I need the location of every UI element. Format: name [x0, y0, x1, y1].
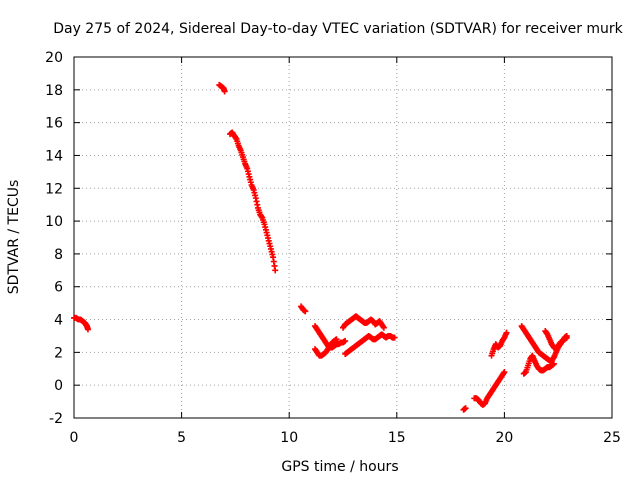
y-tick-label: 18	[45, 83, 63, 99]
y-tick-label: 8	[54, 247, 63, 263]
data-point	[391, 334, 398, 341]
data-point	[221, 88, 228, 95]
x-axis-label: GPS time / hours	[281, 459, 398, 475]
axes	[73, 56, 613, 419]
y-tick-label: 14	[45, 148, 63, 164]
data-point	[333, 336, 340, 343]
y-tick-label: 16	[45, 116, 63, 132]
y-tick-label: 10	[45, 214, 63, 230]
y-tick-label: 4	[54, 313, 63, 329]
y-tick-label: 12	[45, 181, 63, 197]
plot-border	[73, 56, 613, 419]
data-point	[550, 360, 557, 367]
y-tick-label: 20	[45, 50, 63, 66]
y-tick-label: 0	[54, 378, 63, 394]
data-point	[84, 326, 91, 333]
y-tick-label: 2	[54, 345, 63, 361]
y-tick-label: -2	[49, 411, 63, 427]
x-tick-label: 5	[177, 430, 186, 446]
data-points	[71, 81, 570, 413]
data-point	[342, 337, 349, 344]
x-tick-label: 10	[280, 430, 298, 446]
y-axis-label: SDTVAR / TECUs	[6, 180, 22, 295]
x-tick-label: 15	[388, 430, 406, 446]
data-point	[462, 405, 469, 412]
grid	[74, 57, 612, 418]
data-point	[302, 308, 309, 315]
x-tick-label: 0	[70, 430, 79, 446]
chart-title: Day 275 of 2024, Sidereal Day-to-day VTE…	[53, 21, 623, 37]
tick-labels: 0 5 10 15 20 25 -2 0 2 4 6 8 10 12 14 16 18 20	[45, 50, 621, 446]
data-point	[272, 267, 279, 274]
data-point	[380, 324, 387, 331]
y-tick-label: 6	[54, 280, 63, 296]
data-point	[503, 329, 510, 336]
data-point	[501, 369, 508, 376]
x-tick-label: 20	[495, 430, 513, 446]
x-tick-label: 25	[603, 430, 621, 446]
data-point	[563, 334, 570, 341]
